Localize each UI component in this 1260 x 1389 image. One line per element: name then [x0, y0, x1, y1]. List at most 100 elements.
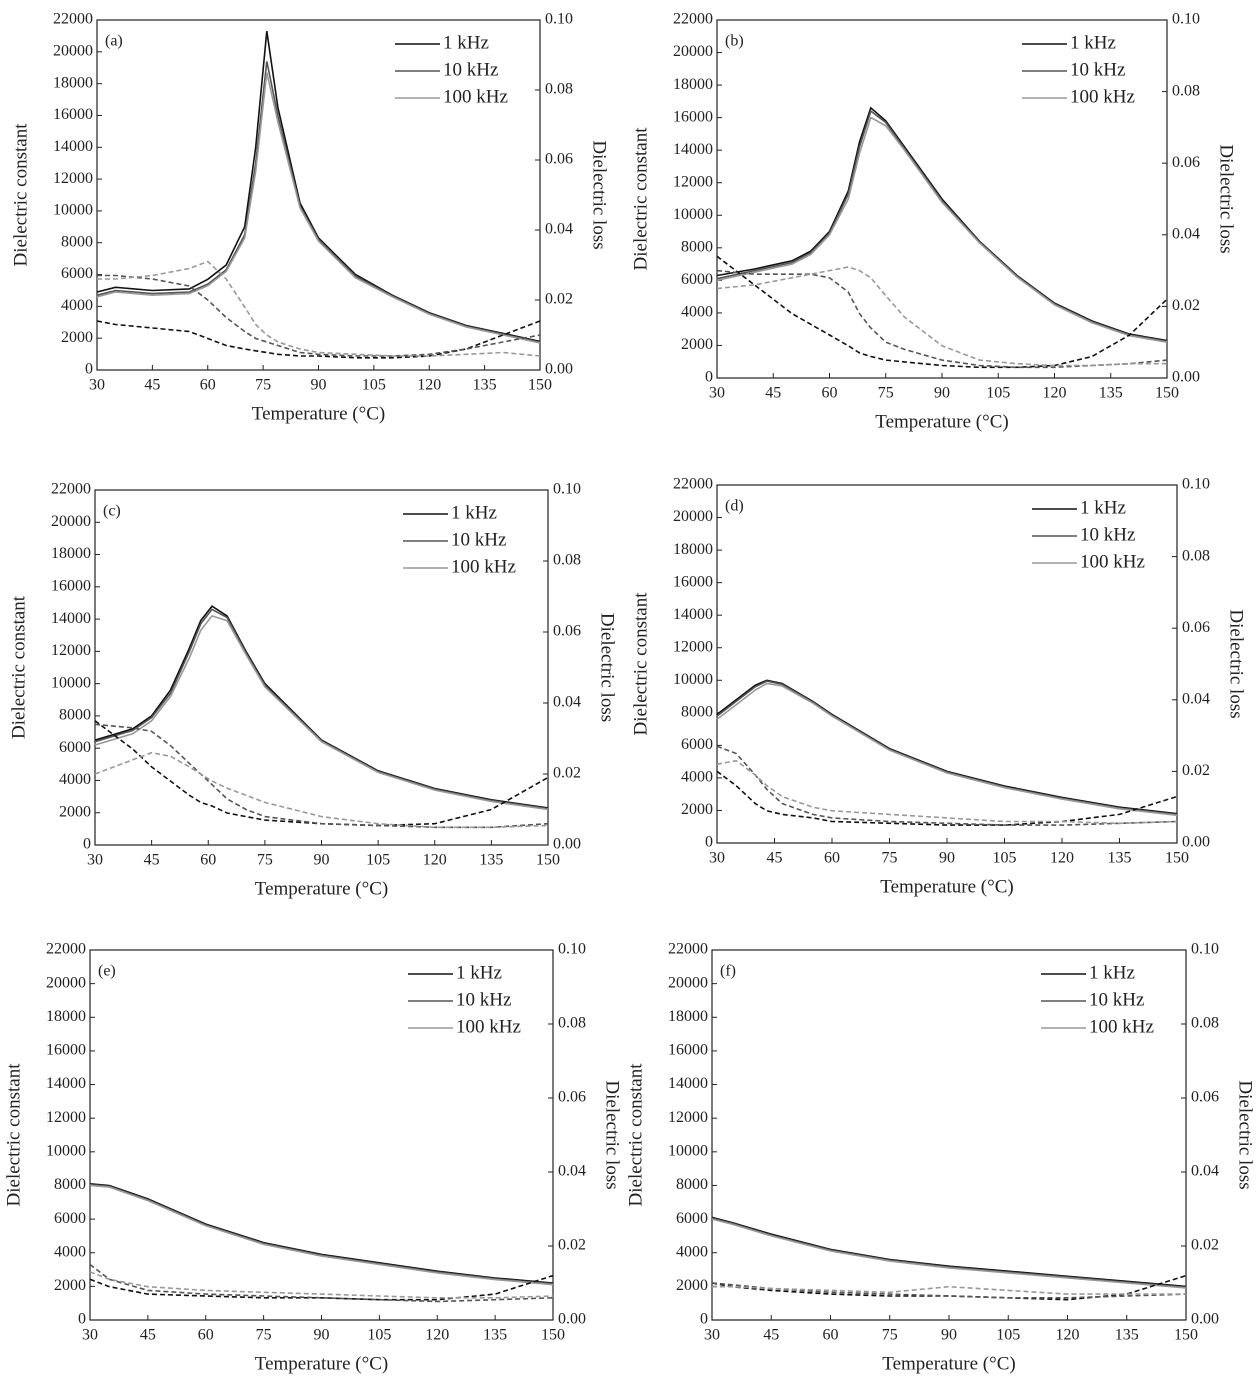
y2-tick-label: 0.10 — [1191, 941, 1219, 958]
y2-tick-label: 0.10 — [1182, 476, 1210, 493]
y-tick-label: 22000 — [673, 11, 713, 28]
y-tick-label: 4000 — [681, 304, 713, 321]
y-tick-label: 18000 — [51, 545, 91, 562]
x-tick-label: 150 — [541, 1327, 565, 1344]
series-line — [711, 1216, 1187, 1288]
x-tick-label: 60 — [824, 850, 840, 867]
y-tick-label: 4000 — [681, 769, 713, 786]
series-line — [94, 608, 549, 810]
x-tick-label: 135 — [1108, 850, 1132, 867]
x-tick-label: 120 — [423, 852, 447, 869]
x-tick-label: 105 — [362, 377, 386, 394]
y-tick-label: 16000 — [51, 577, 91, 594]
panel-label: (f) — [720, 963, 736, 980]
x-tick-label: 135 — [479, 852, 503, 869]
y-axis-label: Dielectric constant — [10, 123, 31, 267]
y2-tick-label: 0.02 — [553, 765, 581, 782]
y2-axis-label: Dielectric loss — [1226, 609, 1247, 718]
y-axis-label: Dielectric constant — [630, 592, 651, 736]
y2-axis-label: Dielectric loss — [602, 1080, 623, 1189]
y-tick-label: 10000 — [673, 671, 713, 688]
legend-label: 10 kHz — [456, 989, 511, 1010]
x-tick-label: 150 — [528, 377, 552, 394]
y2-tick-label: 0.08 — [545, 81, 573, 98]
y2-tick-label: 0.02 — [545, 291, 573, 308]
y-tick-label: 18000 — [673, 541, 713, 558]
legend-label: 10 kHz — [1070, 59, 1125, 80]
legend-label: 1 kHz — [1089, 962, 1135, 983]
y2-tick-label: 0.02 — [558, 1237, 586, 1254]
y-axis-label: Dielectric constant — [630, 127, 651, 271]
series-line — [89, 1183, 554, 1284]
x-tick-label: 120 — [1056, 1327, 1080, 1344]
y-tick-label: 10000 — [46, 1142, 86, 1159]
x-tick-label: 150 — [1174, 1327, 1198, 1344]
x-tick-label: 75 — [878, 385, 894, 402]
series-line — [89, 1183, 554, 1285]
y-tick-label: 2000 — [676, 1277, 708, 1294]
y2-tick-label: 0.06 — [545, 151, 573, 168]
y-tick-label: 20000 — [51, 513, 91, 530]
series-line — [89, 1263, 554, 1303]
panel-label: (a) — [105, 33, 123, 50]
y2-tick-label: 0.10 — [553, 481, 581, 498]
y-tick-label: 8000 — [681, 238, 713, 255]
x-tick-label: 135 — [473, 377, 497, 394]
series-line — [711, 1282, 1187, 1299]
y-tick-label: 2000 — [59, 803, 91, 820]
series-line — [712, 1285, 1186, 1295]
series-line — [716, 759, 1178, 825]
x-tick-label: 60 — [823, 1327, 839, 1344]
y2-tick-label: 0.08 — [553, 552, 581, 569]
y-tick-label: 14000 — [673, 606, 713, 623]
y2-tick-label: 0.00 — [1172, 369, 1200, 386]
y2-tick-label: 0.00 — [545, 361, 573, 378]
y-tick-label: 18000 — [46, 1008, 86, 1025]
x-tick-label: 90 — [314, 852, 330, 869]
y-tick-label: 6000 — [681, 271, 713, 288]
panel-label: (c) — [103, 503, 121, 520]
series-line — [716, 266, 1167, 367]
y-tick-label: 18000 — [668, 1008, 708, 1025]
y-tick-label: 20000 — [673, 43, 713, 60]
legend-label: 100 kHz — [1070, 86, 1135, 107]
x-tick-label: 45 — [767, 850, 783, 867]
x-tick-label: 120 — [425, 1327, 449, 1344]
y-tick-label: 16000 — [673, 573, 713, 590]
series-line — [711, 1218, 1187, 1289]
y-tick-label: 18000 — [673, 76, 713, 93]
y2-tick-label: 0.02 — [1172, 297, 1200, 314]
y-tick-label: 12000 — [46, 1109, 86, 1126]
series-line — [89, 1184, 554, 1286]
x-tick-label: 135 — [1099, 385, 1123, 402]
legend-label: 100 kHz — [443, 86, 508, 107]
x-tick-label: 30 — [704, 1327, 720, 1344]
x-tick-label: 90 — [939, 850, 955, 867]
y-tick-label: 8000 — [59, 707, 91, 724]
x-axis-label: Temperature (°C) — [255, 1353, 388, 1374]
y-axis-label: Dielectric constant — [625, 1063, 646, 1207]
x-tick-label: 75 — [255, 377, 271, 394]
y-tick-label: 6000 — [681, 736, 713, 753]
x-axis-label: Temperature (°C) — [875, 411, 1008, 432]
series-line — [89, 1274, 554, 1301]
y2-tick-label: 0.00 — [1182, 834, 1210, 851]
y2-tick-label: 0.04 — [1182, 690, 1210, 707]
x-tick-label: 105 — [366, 852, 390, 869]
y-tick-label: 0 — [78, 1311, 86, 1328]
y-tick-label: 22000 — [668, 941, 708, 958]
legend-label: 1 kHz — [1080, 497, 1126, 518]
x-tick-label: 120 — [417, 377, 441, 394]
y2-axis-label: Dielectric loss — [597, 613, 618, 722]
panel-label: (b) — [725, 33, 744, 50]
legend-label: 100 kHz — [1089, 1016, 1154, 1037]
y-tick-label: 8000 — [61, 233, 93, 250]
y2-tick-label: 0.06 — [1182, 619, 1210, 636]
y-tick-label: 14000 — [51, 610, 91, 627]
x-axis-label: Temperature (°C) — [880, 876, 1013, 897]
y2-tick-label: 0.00 — [558, 1311, 586, 1328]
y-tick-label: 4000 — [54, 1243, 86, 1260]
x-tick-label: 45 — [140, 1327, 156, 1344]
